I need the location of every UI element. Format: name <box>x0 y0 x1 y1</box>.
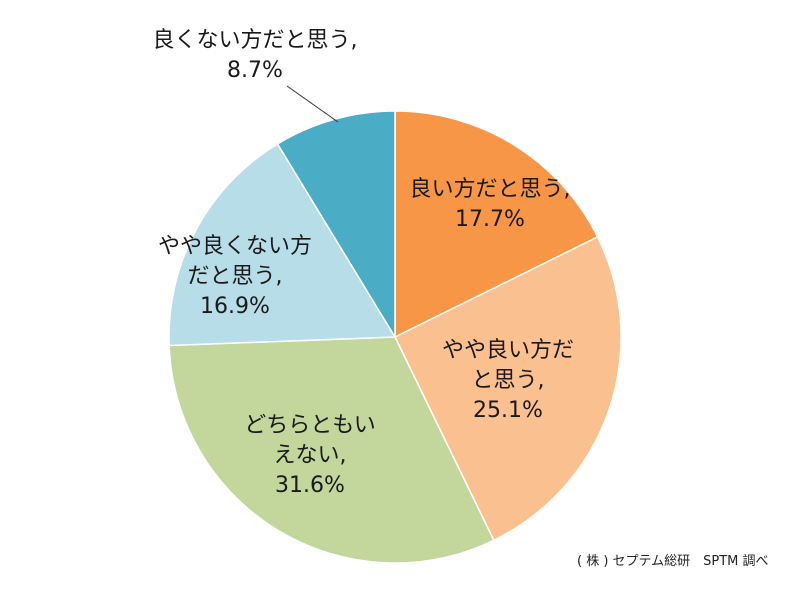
pie-slices <box>168 110 622 564</box>
source-note: ( 株 ) セプテム総研 SPTM 調べ <box>577 554 769 569</box>
pie-slice-somewhat-good <box>393 235 622 542</box>
slice-label-neutral: どちらともい えない, 31.6% <box>244 413 376 498</box>
slice-label-somewhat-bad: やや良くない方 だと思う, 16.9% <box>157 234 312 319</box>
leader-line <box>286 85 339 123</box>
pie-slice-neutral <box>168 336 495 564</box>
pie-slice-somewhat-bad <box>168 142 397 347</box>
slice-label-somewhat-good: やや良い方だ と思う, 25.1% <box>441 338 574 423</box>
slice-label-good: 良い方だと思う, 17.7% <box>409 177 571 232</box>
pie-slice-good <box>394 110 599 339</box>
slice-label-bad: 良くない方だと思う, 8.7% <box>152 28 358 83</box>
